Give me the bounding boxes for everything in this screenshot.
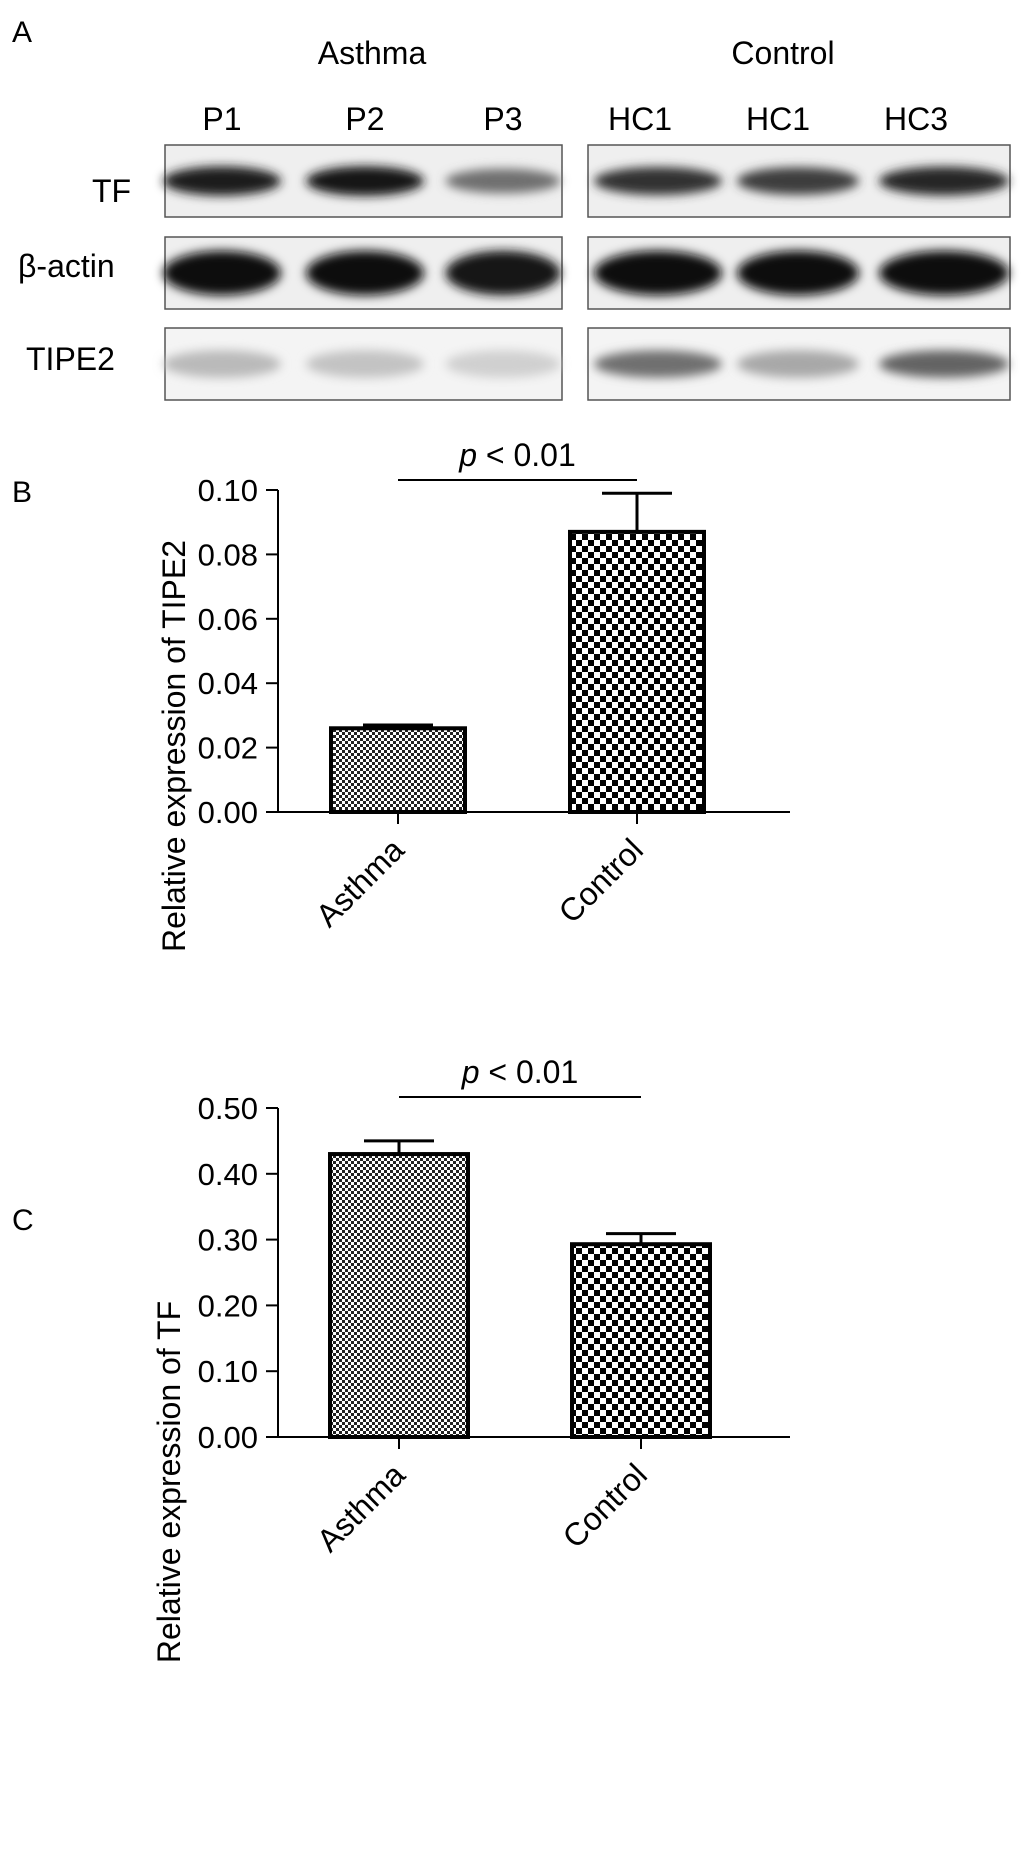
- blot-band: [737, 250, 859, 296]
- blot-band: [879, 166, 1009, 196]
- y-axis-label: Relative expression of TIPE2: [156, 540, 192, 952]
- blot-band: [879, 350, 1009, 378]
- y-tick-label: 0.02: [198, 731, 258, 766]
- row-label-tipe2: TIPE2: [26, 341, 115, 377]
- y-tick-label: 0.20: [198, 1288, 258, 1323]
- chart-tipe2: B Relative expression of TIPE2 0.00 0.02 0…: [12, 437, 790, 952]
- lane-label: P2: [345, 101, 384, 137]
- x-tick-label: Control: [556, 1456, 654, 1554]
- y-tick-label: 0.06: [198, 602, 258, 637]
- bar: [329, 726, 467, 815]
- bar: [568, 529, 706, 814]
- blot-band: [594, 250, 722, 296]
- lane-labels: P1 P2 P3 HC1 HC1 HC3: [202, 101, 948, 137]
- y-tick-label: 0.00: [198, 1420, 258, 1455]
- significance-label: p < 0.01: [461, 1054, 579, 1090]
- panel-label-c: C: [12, 1204, 34, 1237]
- y-tick-label: 0.04: [198, 666, 258, 701]
- y-axis-label: Relative expression of TF: [151, 1301, 187, 1663]
- blot-band: [594, 350, 722, 378]
- x-tick-label: Control: [552, 831, 650, 929]
- blot-band: [306, 250, 424, 296]
- x-tick-label: Asthma: [310, 1456, 412, 1558]
- y-tick-label: 0.40: [198, 1157, 258, 1192]
- blot-band: [737, 350, 859, 378]
- lane-label: HC1: [746, 101, 810, 137]
- blot-band: [306, 350, 424, 378]
- panel-label-b: B: [12, 476, 32, 509]
- lane-label: P1: [202, 101, 241, 137]
- y-tick-label: 0.10: [198, 473, 258, 508]
- x-tick-label: Asthma: [309, 831, 411, 933]
- y-tick-label: 0.10: [198, 1354, 258, 1389]
- significance-label: p < 0.01: [458, 437, 576, 473]
- bar: [570, 1242, 712, 1440]
- blot-band: [163, 350, 281, 378]
- blot-band: [445, 168, 561, 194]
- group-label-control: Control: [731, 35, 834, 71]
- row-label-beta-actin: β-actin: [18, 248, 115, 284]
- blot-band: [306, 166, 424, 196]
- y-tick-label: 0.08: [198, 537, 258, 572]
- chart-tf: C Relative expression of TF 0.00 0.10 0.20…: [12, 1054, 790, 1663]
- blot-band: [879, 250, 1009, 296]
- panel-label-a: A: [12, 16, 32, 49]
- row-label-tf: TF: [92, 173, 131, 209]
- y-tick-label: 0.00: [198, 795, 258, 830]
- lane-label: HC3: [884, 101, 948, 137]
- blot-band: [737, 167, 859, 195]
- blot-panel: A Asthma Control P1 P2 P3 HC1 HC1 HC3 TF…: [12, 16, 1011, 401]
- blot-band: [594, 166, 722, 196]
- lane-label: P3: [483, 101, 522, 137]
- lane-label: HC1: [608, 101, 672, 137]
- bar: [328, 1152, 470, 1440]
- blot-band: [163, 250, 281, 296]
- blot-band: [163, 166, 281, 196]
- y-tick-label: 0.50: [198, 1091, 258, 1126]
- blot-strips: [163, 144, 1011, 401]
- y-tick-label: 0.30: [198, 1223, 258, 1258]
- blot-band: [445, 250, 561, 296]
- group-label-asthma: Asthma: [318, 35, 427, 71]
- blot-band: [445, 350, 561, 378]
